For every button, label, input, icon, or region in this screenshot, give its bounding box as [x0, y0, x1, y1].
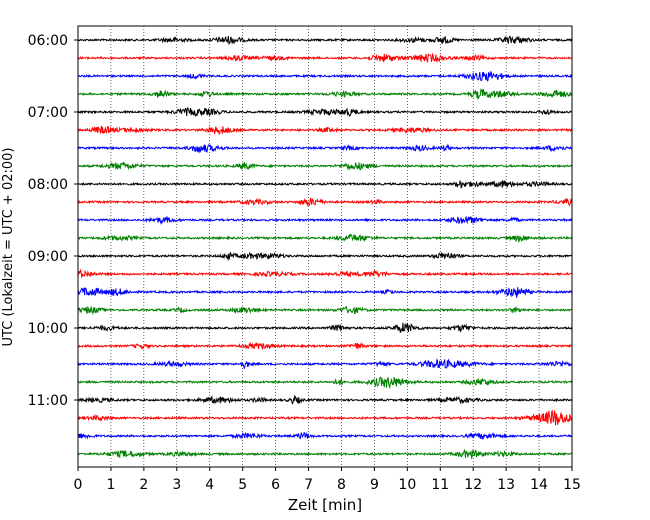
seismic-trace	[77, 305, 573, 315]
seismic-trace	[77, 322, 573, 333]
y-axis-ticks: 06:00 07:00 08:00 09:00 10:00 11:00	[28, 33, 78, 409]
x-tick-label: 1	[106, 477, 115, 493]
seismic-trace	[77, 233, 573, 244]
x-tick-label: 2	[139, 477, 148, 493]
x-tick-label: 15	[563, 477, 581, 493]
seismic-traces	[77, 35, 573, 460]
x-tick-label: 12	[464, 477, 482, 493]
x-axis-label: Zeit [min]	[288, 496, 362, 514]
x-tick-label: 7	[304, 477, 313, 493]
seismic-trace	[77, 251, 573, 262]
seismic-trace	[77, 161, 573, 171]
y-tick-label: 10:00	[28, 321, 68, 337]
seismic-trace	[77, 52, 573, 64]
y-tick-label: 06:00	[28, 33, 68, 49]
seismic-trace	[77, 268, 573, 278]
x-tick-label: 10	[398, 477, 416, 493]
seismic-trace	[77, 341, 573, 351]
x-tick-label: 6	[271, 477, 280, 493]
x-tick-label: 3	[172, 477, 181, 493]
seismic-trace	[77, 125, 573, 136]
plot-background	[78, 26, 572, 467]
seismic-trace	[77, 431, 573, 440]
x-tick-label: 9	[370, 477, 379, 493]
x-tick-label: 4	[205, 477, 214, 493]
seismic-trace	[77, 35, 573, 45]
seismic-trace	[77, 409, 573, 426]
x-tick-label: 14	[530, 477, 548, 493]
x-tick-label: 13	[497, 477, 515, 493]
seismic-trace	[77, 448, 573, 460]
y-tick-label: 11:00	[28, 393, 68, 409]
seismic-trace	[77, 143, 573, 154]
seismic-trace	[77, 106, 573, 117]
seismic-trace	[77, 287, 573, 299]
x-axis-ticks: 0 1 2 3 4 5 6 7 8 9 10 11 12 13 14 15	[74, 467, 581, 493]
seismic-trace	[77, 70, 573, 82]
seismic-trace	[77, 215, 573, 226]
y-tick-label: 07:00	[28, 105, 68, 121]
x-tick-label: 5	[238, 477, 247, 493]
x-tick-label: 8	[337, 477, 346, 493]
x-tick-label: 11	[431, 477, 449, 493]
y-tick-label: 08:00	[28, 177, 68, 193]
seismic-trace	[77, 197, 573, 207]
x-tick-label: 0	[74, 477, 83, 493]
seismic-trace	[77, 179, 573, 189]
seismic-trace	[77, 358, 573, 370]
seismic-trace	[77, 376, 573, 390]
y-tick-label: 09:00	[28, 249, 68, 265]
seismic-trace	[77, 394, 573, 405]
seismic-trace	[77, 88, 573, 101]
plot-frame	[77, 25, 573, 468]
y-axis-label: UTC (Lokalzeit = UTC + 02:00)	[1, 148, 16, 347]
